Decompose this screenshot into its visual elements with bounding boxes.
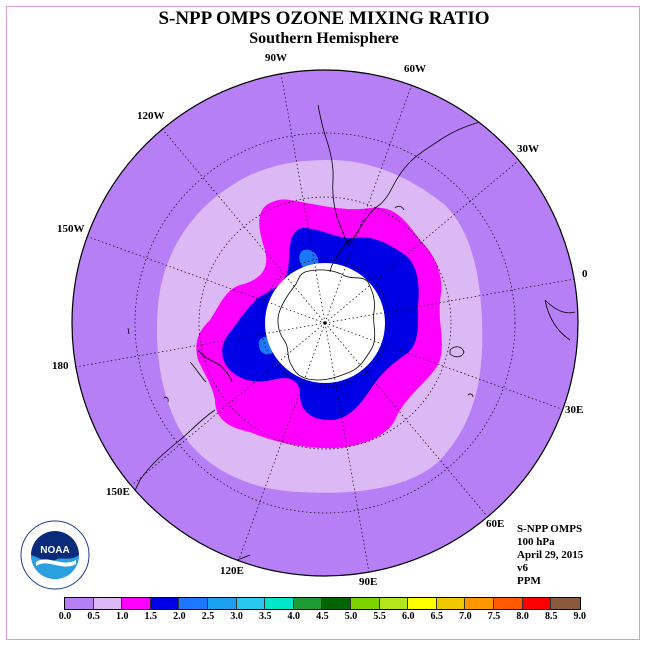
colorbar-tick-label: 8.5 (544, 611, 558, 622)
colorbar-tick-label: 6.0 (401, 611, 415, 622)
colorbar-segment (122, 598, 151, 609)
lon-label-120e: 120E (220, 565, 244, 577)
colorbar-tick-label: 2.0 (173, 611, 186, 622)
colorbar-tick-label: 7.5 (487, 611, 501, 622)
island-kerguelen (449, 346, 465, 358)
map-title: S-NPP OMPS OZONE MIXING RATIO (158, 8, 490, 29)
colorbar-segment (551, 598, 580, 609)
island-south-georgia (394, 205, 405, 211)
colorbar-tick-label: 1.5 (144, 611, 158, 622)
colorbar-segment (465, 598, 494, 609)
colorbar-tick-label: 0.5 (87, 611, 100, 622)
colorbar-segment (522, 598, 552, 609)
lon-label-0: 0 (582, 268, 588, 280)
info-level: 100 hPa (517, 536, 555, 548)
colorbar-tick-label: 7.0 (459, 611, 472, 622)
colorbar-tick-label: 9.0 (573, 611, 587, 622)
colorbar-ticks: 0.0 0.5 1.0 1.5 2.0 2.5 3.0 3.5 4.0 4.5 5.0 5.5 6.0 6… (0, 611, 648, 625)
colorbar-segment (322, 598, 351, 609)
lon-label-120w: 120W (137, 110, 165, 122)
colorbar-segment (493, 598, 523, 609)
colorbar-tick-label: 4.0 (287, 611, 301, 622)
noaa-logo-text: NOAA (40, 545, 69, 556)
colorbar-segment (150, 598, 180, 609)
island-pacific-a (127, 327, 130, 335)
colorbar-tick-label: 5.0 (344, 611, 358, 622)
lon-label-30e: 30E (565, 404, 584, 416)
map-border (71, 69, 579, 577)
info-units: PPM (517, 575, 541, 587)
colorbar-tick-label: 3.5 (258, 611, 272, 622)
info-version: v6 (517, 562, 528, 574)
island-pacific-b (163, 396, 169, 403)
antarctica-coastline (277, 269, 376, 381)
colorbar-tick-label: 0.0 (58, 611, 72, 622)
island-marion (467, 393, 474, 398)
colorbar (64, 597, 581, 610)
info-instrument: S-NPP OMPS (517, 523, 583, 535)
colorbar-segment (265, 598, 294, 609)
colorbar-segment (379, 598, 409, 609)
colorbar-segment (179, 598, 208, 609)
info-date: April 29, 2015 (517, 549, 584, 561)
colorbar-segment (93, 598, 123, 609)
antarctic-peninsula (329, 237, 353, 273)
colorbar-tick-label: 1.0 (115, 611, 129, 622)
colorbar-segment (236, 598, 266, 609)
colorbar-segment (65, 598, 94, 609)
new-zealand-coastline (189, 349, 233, 383)
lon-label-150e: 150E (106, 486, 130, 498)
lon-label-90w: 90W (265, 52, 287, 64)
noaa-logo: NOAA (20, 520, 90, 590)
lon-label-30w: 30W (517, 143, 539, 155)
colorbar-tick-label: 3.0 (230, 611, 243, 622)
colorbar-segment (436, 598, 466, 609)
colorbar-tick-label: 4.5 (316, 611, 329, 622)
colorbar-segment (408, 598, 437, 609)
lon-label-90e: 90E (359, 576, 378, 588)
plot-frame (6, 6, 640, 640)
colorbar-segment (293, 598, 323, 609)
colorbar-tick-label: 6.5 (430, 611, 444, 622)
colorbar-segment (350, 598, 380, 609)
colorbar-segment (207, 598, 237, 609)
lon-label-150w: 150W (57, 223, 85, 235)
info-block: S-NPP OMPS 100 hPa April 29, 2015 v6 PPM (517, 523, 583, 588)
south-america-coastline (317, 104, 481, 246)
colorbar-tick-label: 2.5 (201, 611, 215, 622)
lon-label-60w: 60W (404, 63, 426, 75)
africa-coastline (544, 299, 576, 341)
lon-label-180: 180 (52, 360, 69, 372)
colorbar-tick-label: 5.5 (373, 611, 386, 622)
map-subtitle: Southern Hemisphere (249, 30, 399, 47)
lon-label-60e: 60E (486, 518, 505, 530)
colorbar-tick-label: 8.0 (516, 611, 529, 622)
